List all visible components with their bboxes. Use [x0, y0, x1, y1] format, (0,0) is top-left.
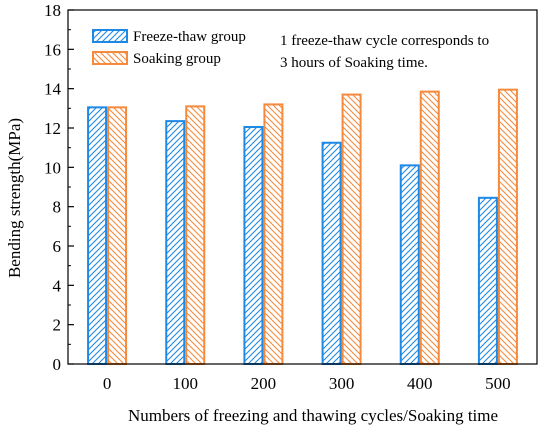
legend-label-freeze-thaw: Freeze-thaw group [133, 29, 246, 45]
bar-soaking-400 [419, 90, 440, 365]
legend-swatch-soaking [92, 51, 128, 65]
bars-group [87, 88, 518, 366]
x-tick-label: 100 [173, 374, 199, 393]
bar-soaking-200 [263, 103, 284, 366]
y-tick-label: 6 [53, 237, 62, 256]
bar-freeze-thaw-0 [87, 106, 108, 365]
y-tick-label: 0 [53, 355, 62, 374]
bar-freeze-thaw-200 [243, 126, 264, 366]
legend: Freeze-thaw group Soaking group [92, 29, 246, 67]
y-tick-label: 2 [53, 316, 62, 335]
x-tick-label: 0 [103, 374, 112, 393]
legend-label-soaking: Soaking group [133, 51, 221, 67]
x-tick-label: 200 [251, 374, 277, 393]
annotation-line-1: 1 freeze-thaw cycle corresponds to [280, 33, 489, 49]
y-tick-label: 12 [44, 119, 61, 138]
y-tick-label: 8 [53, 198, 62, 217]
x-tick-label: 400 [407, 374, 433, 393]
y-tick-label: 18 [44, 1, 61, 20]
annotation-line-2: 3 hours of Soaking time. [280, 55, 428, 71]
y-axis: 0 2 4 6 8 10 12 14 16 18 [44, 1, 74, 374]
y-tick-label: 10 [44, 158, 61, 177]
y-tick-label: 14 [44, 80, 62, 99]
y-tick-label: 16 [44, 40, 61, 59]
legend-swatch-freeze-thaw [92, 29, 128, 43]
bar-soaking-0 [107, 106, 128, 365]
bar-soaking-500 [497, 88, 518, 366]
bar-soaking-100 [185, 105, 206, 365]
bar-freeze-thaw-300 [321, 141, 342, 365]
bar-soaking-300 [341, 93, 362, 365]
x-tick-label: 300 [329, 374, 355, 393]
y-tick-label: 4 [53, 276, 62, 295]
bar-freeze-thaw-400 [399, 164, 420, 365]
bar-freeze-thaw-500 [477, 196, 498, 365]
y-axis-label: Bending strength(MPa) [5, 118, 24, 278]
x-axis: 0 100 200 300 400 500 [103, 374, 511, 393]
x-tick-label: 500 [485, 374, 511, 393]
x-axis-label: Numbers of freezing and thawing cycles/S… [128, 406, 498, 425]
bar-freeze-thaw-100 [165, 120, 186, 365]
